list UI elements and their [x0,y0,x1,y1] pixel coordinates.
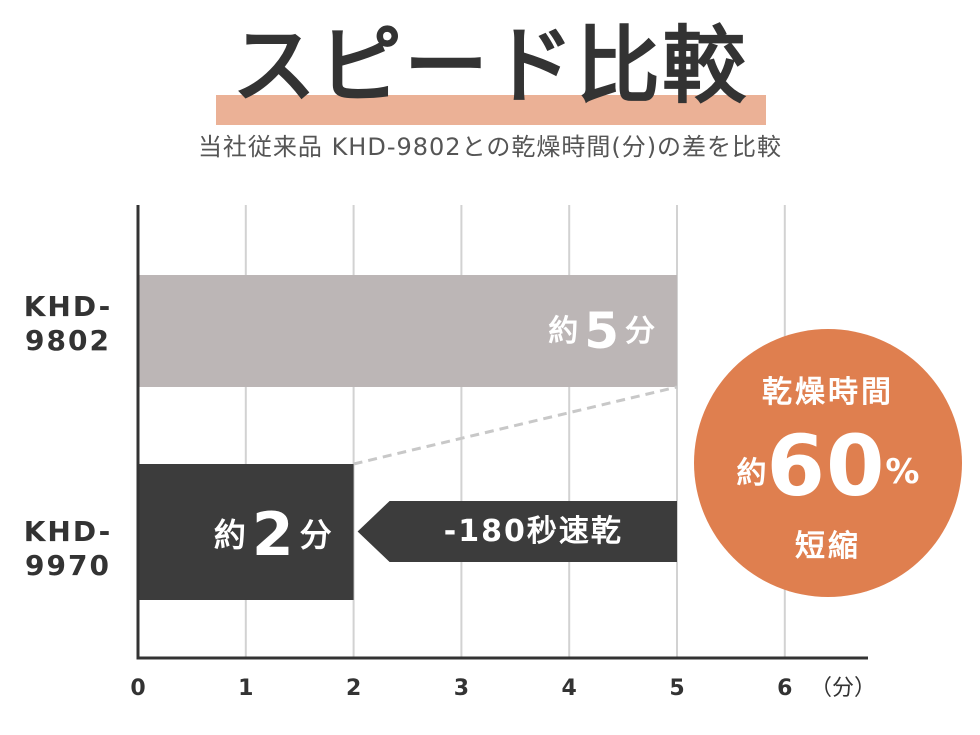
reduction-badge: 乾燥時間 約60% 短縮 [694,329,962,597]
arrow-annotation-text: -180秒速乾 [444,514,623,549]
y-label-khd-9970: KHD- 9970 [18,515,118,583]
x-unit-label: （分） [810,676,876,701]
x-tick-label: 0 [130,676,145,701]
title-highlight [216,95,766,125]
bar [138,275,677,387]
title-area: スピード比較 [0,0,980,125]
dashed-connector [353,385,678,466]
y-label-line: 9970 [25,549,111,582]
y-label-line: KHD- [23,290,113,323]
page-subtitle: 当社従来品 KHD-9802との乾燥時間(分)の差を比較 [197,133,783,161]
y-label-khd-9802: KHD- 9802 [18,290,118,358]
x-tick-label: 4 [562,676,577,701]
x-tick-label: 5 [669,676,684,701]
bar [138,464,354,600]
badge-value-line: 約60% [694,417,962,515]
y-label-line: 9802 [25,324,111,357]
x-tick-label: 1 [238,676,253,701]
arrow-annotation [357,501,677,562]
badge-bottom-text: 短縮 [795,529,861,564]
badge-prefix: 約 [736,456,767,491]
x-tick-label: 2 [346,676,361,701]
badge-top-text: 乾燥時間 [762,375,894,410]
page-title: スピード比較 [231,17,748,115]
x-tick-label: 6 [777,676,792,701]
badge-value: 60 [766,417,886,515]
y-label-line: KHD- [23,515,113,548]
badge-unit: % [885,452,920,492]
x-tick-label: 3 [454,676,469,701]
